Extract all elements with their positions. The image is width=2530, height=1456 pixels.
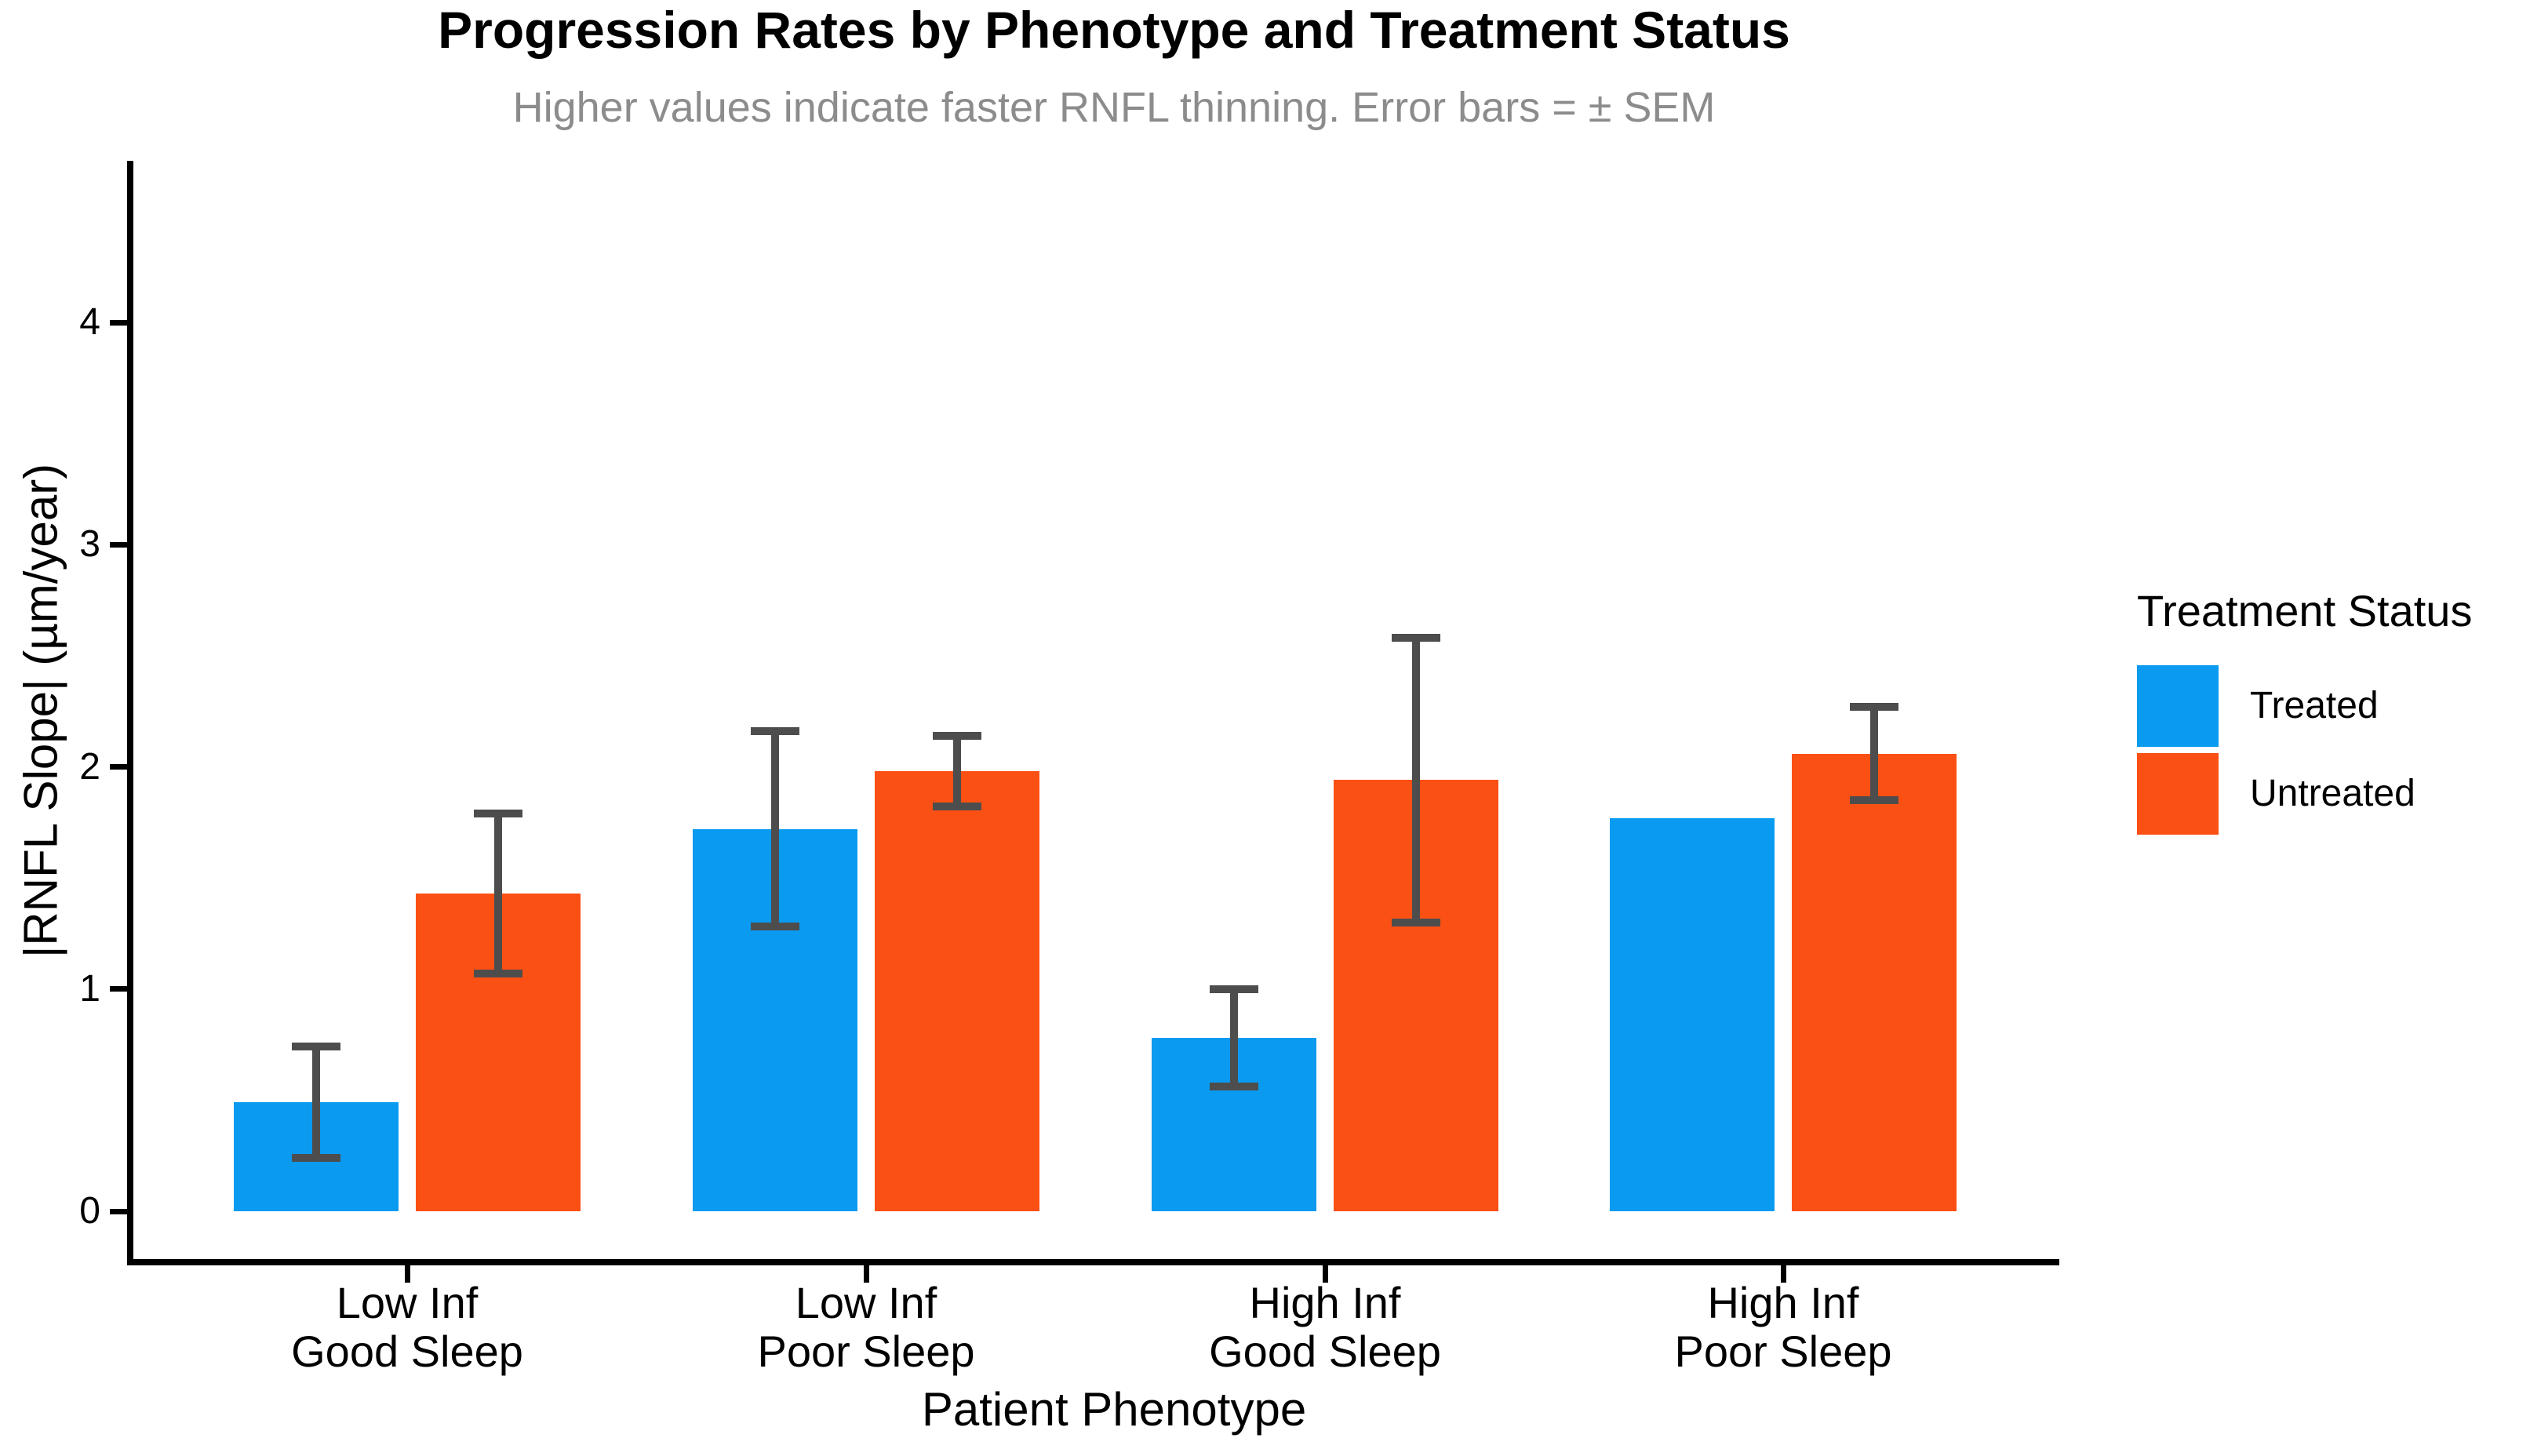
legend-title: Treatment Status <box>2137 586 2473 635</box>
error-cap-bottom <box>1392 918 1440 926</box>
x-category-line: Poor Sleep <box>757 1327 975 1376</box>
error-stem <box>1412 638 1420 923</box>
error-bar-untreated-0 <box>474 809 522 977</box>
bar-untreated-3 <box>1792 753 1957 1211</box>
legend-label-untreated: Untreated <box>2250 773 2415 814</box>
x-category-line: High Inf <box>1707 1278 1859 1327</box>
y-tick <box>110 319 127 326</box>
error-bar-untreated-1 <box>933 731 981 811</box>
x-category-line: Low Inf <box>336 1278 479 1327</box>
x-tick <box>863 1265 869 1283</box>
legend-swatch-treated <box>2137 665 2219 747</box>
error-cap-bottom <box>1210 1083 1258 1091</box>
error-cap-bottom <box>1850 795 1898 804</box>
y-tick-label: 0 <box>79 1190 100 1232</box>
x-tick <box>1322 1265 1328 1283</box>
y-tick <box>110 1208 127 1214</box>
x-category-line: High Inf <box>1249 1278 1401 1327</box>
x-axis-line <box>127 1259 2059 1265</box>
y-tick-label: 1 <box>79 967 100 1010</box>
x-category-label: High Inf Good Sleep <box>1209 1279 1441 1376</box>
legend-swatch-untreated <box>2137 753 2219 835</box>
error-stem <box>771 731 779 927</box>
y-tick <box>110 764 127 770</box>
chart-subtitle: Higher values indicate faster RNFL thinn… <box>512 84 1716 131</box>
error-stem <box>494 813 502 974</box>
x-tick <box>1780 1265 1786 1283</box>
x-category-line: Good Sleep <box>291 1327 523 1376</box>
y-tick <box>110 986 127 992</box>
error-stem <box>312 1046 320 1159</box>
error-bar-untreated-2 <box>1392 634 1440 926</box>
y-tick-label: 2 <box>79 745 100 788</box>
x-tick <box>404 1265 410 1283</box>
bar-treated-3 <box>1610 817 1775 1211</box>
y-tick-label: 4 <box>79 301 100 343</box>
error-bar-untreated-3 <box>1850 703 1898 804</box>
x-category-label: High Inf Poor Sleep <box>1674 1279 1891 1376</box>
error-cap-bottom <box>751 923 799 931</box>
chart-title: Progression Rates by Phenotype and Treat… <box>438 1 1790 59</box>
error-bar-treated-2 <box>1210 985 1258 1091</box>
x-category-label: Low Inf Good Sleep <box>291 1279 523 1376</box>
error-stem <box>953 735 961 807</box>
error-cap-bottom <box>933 803 981 811</box>
error-stem <box>1230 988 1238 1087</box>
x-category-line: Poor Sleep <box>1674 1327 1892 1376</box>
error-cap-bottom <box>474 969 522 977</box>
y-axis-line <box>127 161 133 1265</box>
x-axis-label: Patient Phenotype <box>921 1383 1307 1436</box>
y-tick-label: 3 <box>79 523 100 566</box>
error-stem <box>1870 707 1878 800</box>
y-tick <box>110 541 127 548</box>
x-category-line: Low Inf <box>795 1278 937 1327</box>
error-bar-treated-0 <box>292 1043 340 1163</box>
error-cap-bottom <box>292 1154 340 1163</box>
error-bar-treated-1 <box>751 727 799 931</box>
x-category-label: Low Inf Poor Sleep <box>757 1279 974 1376</box>
bar-untreated-1 <box>875 771 1039 1211</box>
legend-label-treated: Treated <box>2250 685 2379 726</box>
x-category-line: Good Sleep <box>1209 1327 1441 1376</box>
